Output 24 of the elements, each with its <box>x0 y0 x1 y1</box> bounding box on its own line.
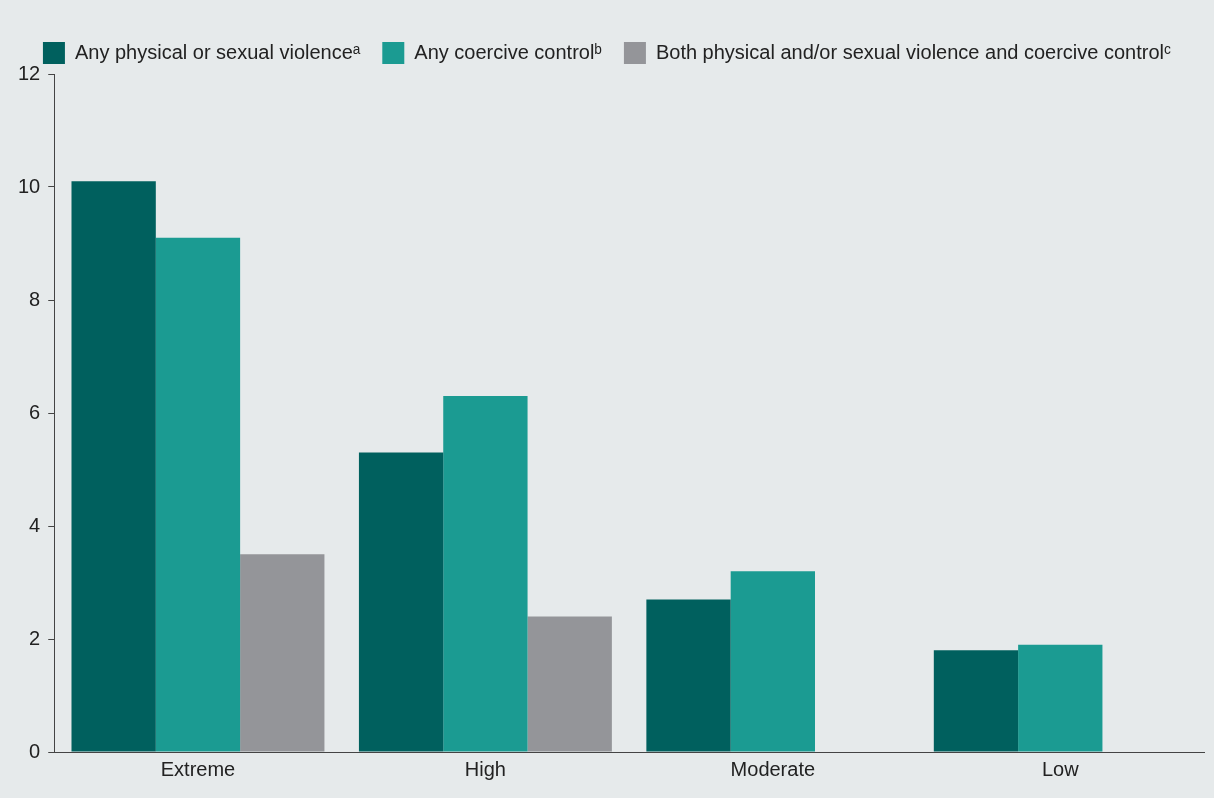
bar <box>646 599 731 752</box>
bar <box>443 396 528 752</box>
bar <box>240 554 325 752</box>
bar <box>358 452 444 752</box>
y-tick-label: 6 <box>29 400 41 423</box>
legend-label: Both physical and/or sexual violence and coercive controlᶜ <box>655 40 1172 63</box>
bar <box>933 650 1019 752</box>
y-tick-label: 2 <box>29 626 41 649</box>
y-tick-label: 12 <box>18 61 41 84</box>
y-tick-label: 8 <box>29 287 41 310</box>
y-tick-label: 0 <box>29 739 41 762</box>
x-tick-label: Low <box>1041 757 1080 780</box>
x-tick-label: Extreme <box>160 757 236 780</box>
y-tick-label: 10 <box>18 174 41 197</box>
legend-label: Any physical or sexual violenceᵃ <box>74 40 361 63</box>
x-tick-label: High <box>464 757 506 780</box>
bar <box>730 571 815 752</box>
bar <box>527 616 612 752</box>
bar <box>1018 644 1103 752</box>
bar <box>71 181 156 752</box>
bar <box>155 237 241 752</box>
x-tick-label: Moderate <box>730 757 816 780</box>
legend-label: Any coercive controlᵇ <box>414 40 602 63</box>
y-tick-label: 4 <box>29 513 41 536</box>
